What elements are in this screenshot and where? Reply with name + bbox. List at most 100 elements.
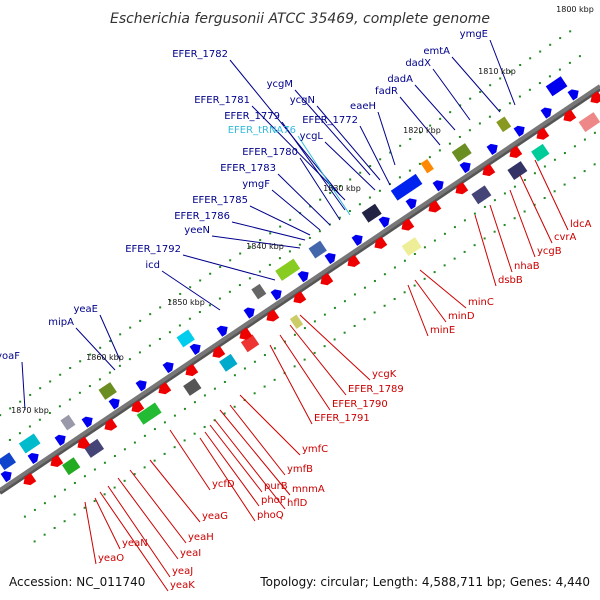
forward-gene-block [143,356,159,373]
tick-dot [199,279,202,282]
tick-dots [0,30,596,543]
label-leader-line [432,68,471,121]
tick-dot [119,333,122,336]
gene-label-cvra: cvrA [554,232,577,243]
label-leader-line [299,314,371,381]
kbp-marks: 1800 kbp 1810 kbp 1820 kbp 1830 kbp 1840 kbp… [11,5,594,415]
tick-dot [373,311,376,314]
forward-gene-block [308,240,327,259]
label-leader-line [161,270,221,311]
tick-dot [458,135,461,138]
forward-gene-arrow [54,434,66,446]
gene-label-yeae: yeaE [73,304,98,315]
tick-dot [53,495,56,498]
tick-dot [423,246,426,249]
gene-label-minc: minC [468,297,494,308]
tick-dot [438,149,441,152]
reverse-gene-block [578,112,600,133]
tick-dot [133,441,136,444]
reverse-gene-arrow [293,291,307,304]
label-leader-line [214,419,286,510]
tick-dot [359,171,362,174]
tick-dot [323,345,326,348]
gene-label-efer-1785: EFER_1785 [192,195,248,206]
tick-dot [278,257,281,260]
tick-dot [383,304,386,307]
tick-dot [343,331,346,334]
tick-dot [63,488,66,491]
forward-gene-block [361,203,382,223]
gene-label-dadx: dadX [405,58,431,69]
tick-dot [563,152,566,155]
tick-dot [159,306,162,309]
tick-dot [163,452,166,455]
tick-dot [428,156,431,159]
tick-dot [513,217,516,220]
tick-dot [193,432,196,435]
gene-label-dsbb: dsbB [498,275,523,286]
tick-dot [128,358,131,361]
label-leader-line [277,173,331,226]
forward-gene-block [451,143,472,163]
label-leader-line [107,485,171,578]
tick-dot [378,189,381,192]
tick-dot [288,250,291,253]
tick-dot [289,218,292,221]
forward-gene-block [98,382,117,400]
tick-dot [18,432,21,435]
tick-dot [499,77,502,80]
gene-label-eaeh: eaeH [350,101,376,112]
tick-dot [443,264,446,267]
reverse-gene-block [289,314,304,329]
tick-dot [79,360,82,363]
reverse-gene-block [183,378,202,396]
tick-dot [513,185,516,188]
forward-gene-arrow [189,343,201,355]
label-leader-line [75,327,116,371]
forward-gene-arrow [243,307,255,319]
label-leader-line [414,279,447,323]
reverse-gene-arrow [185,363,199,377]
tick-dot [103,493,106,496]
tick-dot [229,259,232,262]
tick-dot [248,277,251,280]
label-leader-line [534,159,569,231]
tick-dot [33,540,36,543]
reverse-gene-arrow [212,345,226,358]
tick-dot [58,405,61,408]
label-leader-line [489,204,513,273]
label-leader-line [294,89,371,176]
gene-label-ycgn: ycgN [290,95,315,106]
label-leader-line [509,189,536,258]
gene-label-efer-1790: EFER_1790 [332,399,388,410]
reverse-gene-arrow [239,327,253,340]
tick-dot [483,237,486,240]
gene-label-efer-trna76: EFER_tRNA76 [228,125,296,136]
forward-gene-block [0,452,16,471]
tick-dot [508,102,511,105]
label-leader-line [414,84,456,131]
label-leader-line [229,404,286,476]
tick-dot [78,391,81,394]
tick-dot [228,290,231,293]
tick-dot [543,165,546,168]
kbp-mark: 1800 kbp [556,5,594,14]
tick-dot [439,117,442,120]
label-leader-line [399,96,441,146]
tick-dot [389,151,392,154]
gene-label-efer-1782: EFER_1782 [172,49,228,60]
label-leader-line [199,437,256,522]
tick-dot [493,230,496,233]
tick-dot [98,378,101,381]
tick-dot [303,327,306,330]
tick-dot [83,506,86,509]
reverse-gene-arrow [104,418,118,431]
tick-dot [429,124,432,127]
tick-dot [383,273,386,276]
tick-dot [113,455,116,458]
tick-dot [573,145,576,148]
tick-dot [43,533,46,536]
tick-dot [529,57,532,60]
